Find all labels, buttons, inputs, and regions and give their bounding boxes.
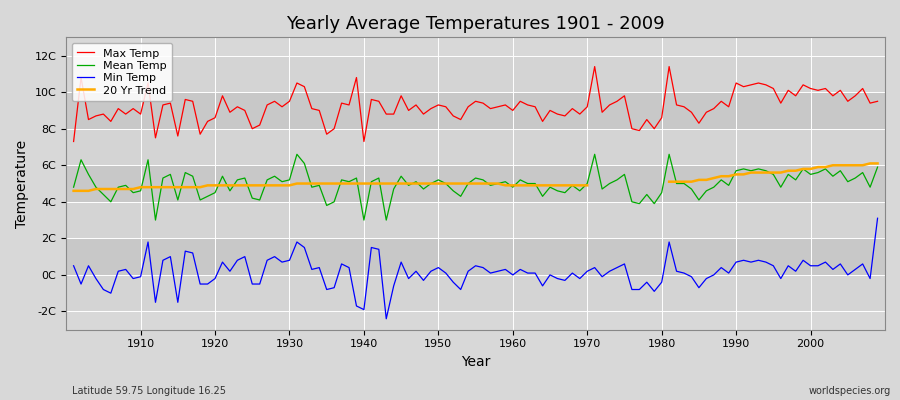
Max Temp xyxy=(292,81,302,86)
Bar xyxy=(67,238,885,275)
Bar xyxy=(67,129,885,165)
Max Temp xyxy=(590,64,600,69)
Max Temp xyxy=(337,101,347,106)
Min Temp xyxy=(381,316,392,321)
Bar xyxy=(67,56,885,92)
Bar xyxy=(67,275,885,312)
20 Yr Trend xyxy=(187,185,198,190)
Bar xyxy=(67,202,885,238)
Mean Temp xyxy=(872,165,883,170)
Min Temp xyxy=(128,276,139,281)
Y-axis label: Temperature: Temperature xyxy=(15,140,29,228)
Legend: Max Temp, Mean Temp, Min Temp, 20 Yr Trend: Max Temp, Mean Temp, Min Temp, 20 Yr Tre… xyxy=(72,43,172,101)
Title: Yearly Average Temperatures 1901 - 2009: Yearly Average Temperatures 1901 - 2009 xyxy=(286,15,665,33)
Min Temp xyxy=(508,272,518,277)
Text: worldspecies.org: worldspecies.org xyxy=(809,386,891,396)
Max Temp xyxy=(872,99,883,104)
Mean Temp xyxy=(515,178,526,182)
Max Temp xyxy=(508,108,518,113)
20 Yr Trend xyxy=(358,181,369,186)
Text: Latitude 59.75 Longitude 16.25: Latitude 59.75 Longitude 16.25 xyxy=(72,386,226,396)
Mean Temp xyxy=(612,178,623,182)
Max Temp xyxy=(68,139,79,144)
20 Yr Trend xyxy=(135,185,146,190)
Max Temp xyxy=(128,106,139,111)
Min Temp xyxy=(68,263,79,268)
Min Temp xyxy=(515,267,526,272)
20 Yr Trend xyxy=(508,183,518,188)
Mean Temp xyxy=(306,185,317,190)
20 Yr Trend xyxy=(292,181,302,186)
20 Yr Trend xyxy=(224,183,235,188)
Mean Temp xyxy=(522,181,533,186)
Bar xyxy=(67,165,885,202)
Min Temp xyxy=(604,269,615,274)
Bar xyxy=(67,92,885,129)
X-axis label: Year: Year xyxy=(461,355,491,369)
Max Temp xyxy=(500,102,511,107)
Line: Mean Temp: Mean Temp xyxy=(74,154,878,220)
20 Yr Trend xyxy=(515,183,526,188)
Min Temp xyxy=(337,262,347,266)
20 Yr Trend xyxy=(581,183,592,188)
Mean Temp xyxy=(128,190,139,195)
20 Yr Trend xyxy=(68,188,79,193)
Line: Max Temp: Max Temp xyxy=(74,66,878,142)
Line: 20 Yr Trend: 20 Yr Trend xyxy=(74,184,587,191)
Max Temp xyxy=(604,102,615,107)
Mean Temp xyxy=(351,176,362,180)
Mean Temp xyxy=(150,218,161,222)
Min Temp xyxy=(872,216,883,221)
Mean Temp xyxy=(68,185,79,190)
Line: Min Temp: Min Temp xyxy=(74,218,878,319)
Min Temp xyxy=(292,240,302,244)
Mean Temp xyxy=(292,152,302,157)
